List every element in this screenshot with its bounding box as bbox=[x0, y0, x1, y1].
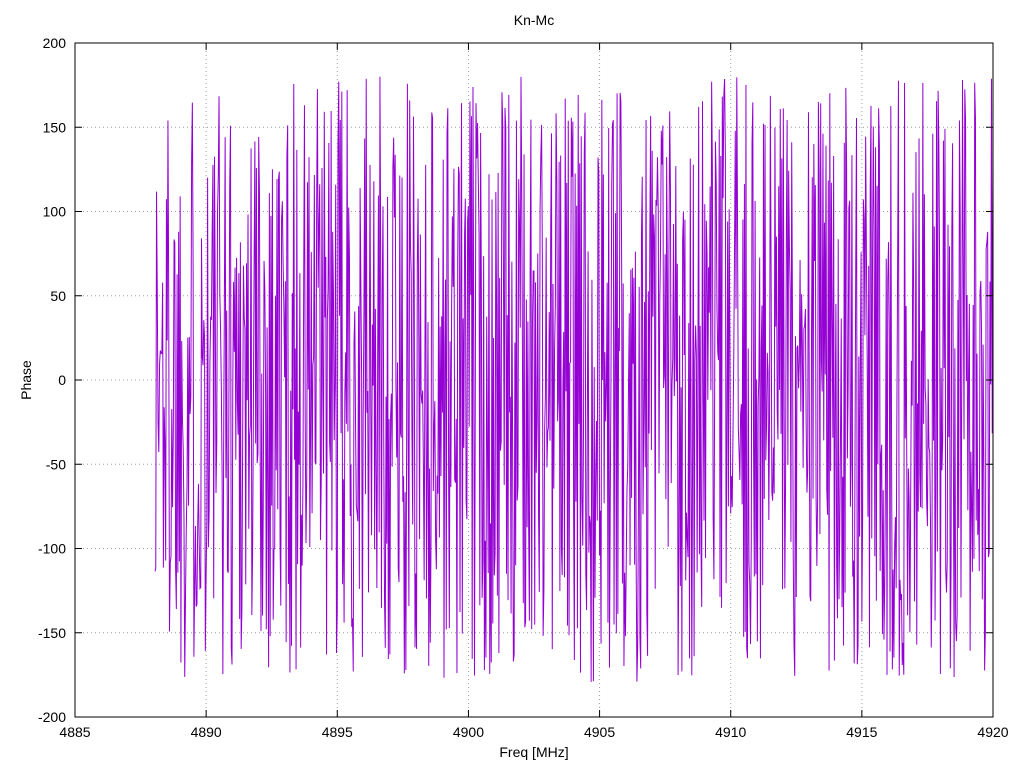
x-axis-label: Freq [MHz] bbox=[499, 744, 569, 760]
x-tick-label: 4905 bbox=[584, 724, 615, 740]
y-tick-label: 100 bbox=[43, 204, 67, 220]
y-tick-label: 150 bbox=[43, 119, 67, 135]
x-tick-label: 4895 bbox=[322, 724, 353, 740]
x-tick-label: 4890 bbox=[191, 724, 222, 740]
x-tick-label: 4900 bbox=[453, 724, 484, 740]
x-tick-label: 4885 bbox=[59, 724, 90, 740]
y-tick-label: 200 bbox=[43, 35, 67, 51]
y-tick-label: -50 bbox=[46, 456, 66, 472]
x-tick-label: 4915 bbox=[846, 724, 877, 740]
y-tick-label: 0 bbox=[58, 372, 66, 388]
chart-title: Kn-Mc bbox=[513, 12, 555, 28]
x-tick-label: 4920 bbox=[977, 724, 1008, 740]
y-tick-label: -100 bbox=[38, 541, 66, 557]
y-tick-label: -200 bbox=[38, 709, 66, 725]
x-tick-label: 4910 bbox=[715, 724, 746, 740]
y-tick-label: -150 bbox=[38, 625, 66, 641]
y-tick-label: 50 bbox=[50, 288, 66, 304]
phase-series-line bbox=[154, 76, 994, 682]
